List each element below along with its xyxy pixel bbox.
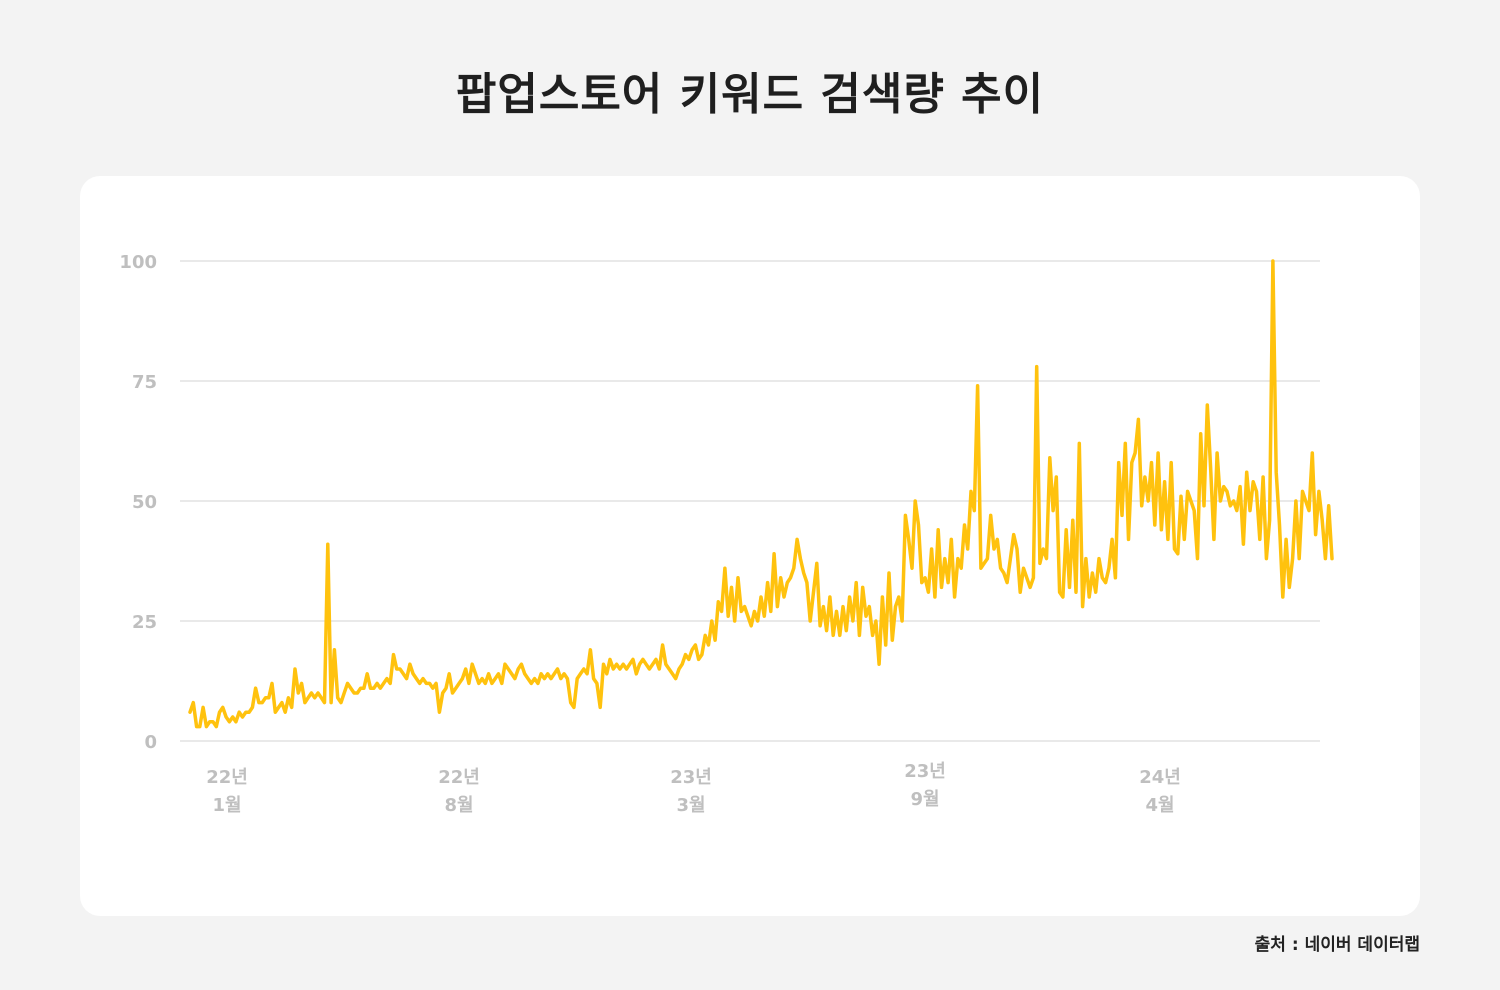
y-tick-label: 50 bbox=[132, 492, 157, 513]
x-tick-label: 23년 bbox=[904, 761, 946, 782]
x-tick-label: 3월 bbox=[676, 795, 705, 816]
y-tick-label: 25 bbox=[132, 612, 157, 633]
y-tick-label: 0 bbox=[144, 732, 157, 753]
x-tick-label: 23년 bbox=[670, 767, 712, 788]
line-chart: 0 25 50 75 100 22년 1월 22년 8월 23년 3월 23년 9월 24년 4월 bbox=[119, 252, 1334, 816]
x-tick-label: 4월 bbox=[1145, 795, 1174, 816]
x-tick-label: 9월 bbox=[910, 789, 939, 810]
x-tick-label: 24년 bbox=[1139, 767, 1181, 788]
x-tick-label: 1월 bbox=[212, 795, 241, 816]
x-tick-label: 22년 bbox=[206, 767, 248, 788]
series-line bbox=[188, 259, 1334, 729]
y-tick-label: 75 bbox=[132, 372, 157, 393]
x-tick-label: 22년 bbox=[438, 767, 480, 788]
source-note: 출처 : 네이버 데이터랩 bbox=[1254, 935, 1420, 955]
chart-title: 팝업스토어 키워드 검색량 추이 bbox=[455, 69, 1045, 120]
chart-card: 0 25 50 75 100 22년 1월 22년 8월 23년 3월 23년 9월 24년 4월 bbox=[80, 176, 1420, 916]
y-tick-label: 100 bbox=[119, 252, 157, 273]
x-tick-label: 8월 bbox=[444, 795, 473, 816]
